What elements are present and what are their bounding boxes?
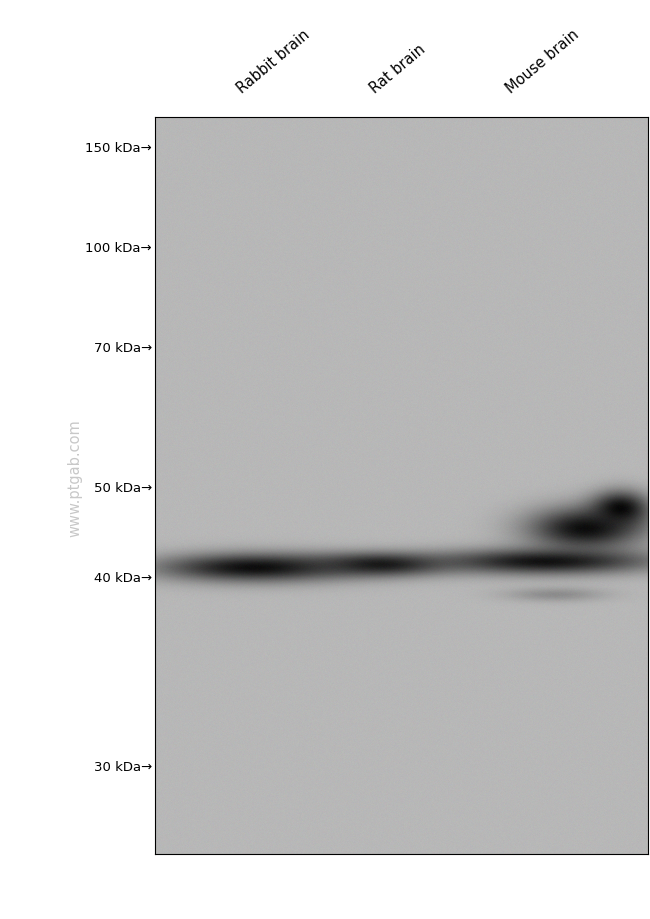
Text: Mouse brain: Mouse brain — [504, 28, 582, 96]
Text: Rat brain: Rat brain — [367, 42, 428, 96]
Text: 100 kDa→: 100 kDa→ — [85, 241, 151, 255]
Text: 40 kDa→: 40 kDa→ — [94, 571, 151, 584]
Text: www.ptgab.com: www.ptgab.com — [67, 419, 83, 537]
Text: Rabbit brain: Rabbit brain — [234, 28, 312, 96]
Text: 70 kDa→: 70 kDa→ — [94, 341, 151, 354]
Text: 30 kDa→: 30 kDa→ — [94, 761, 151, 774]
Text: 50 kDa→: 50 kDa→ — [94, 481, 151, 494]
Text: 150 kDa→: 150 kDa→ — [85, 142, 151, 154]
